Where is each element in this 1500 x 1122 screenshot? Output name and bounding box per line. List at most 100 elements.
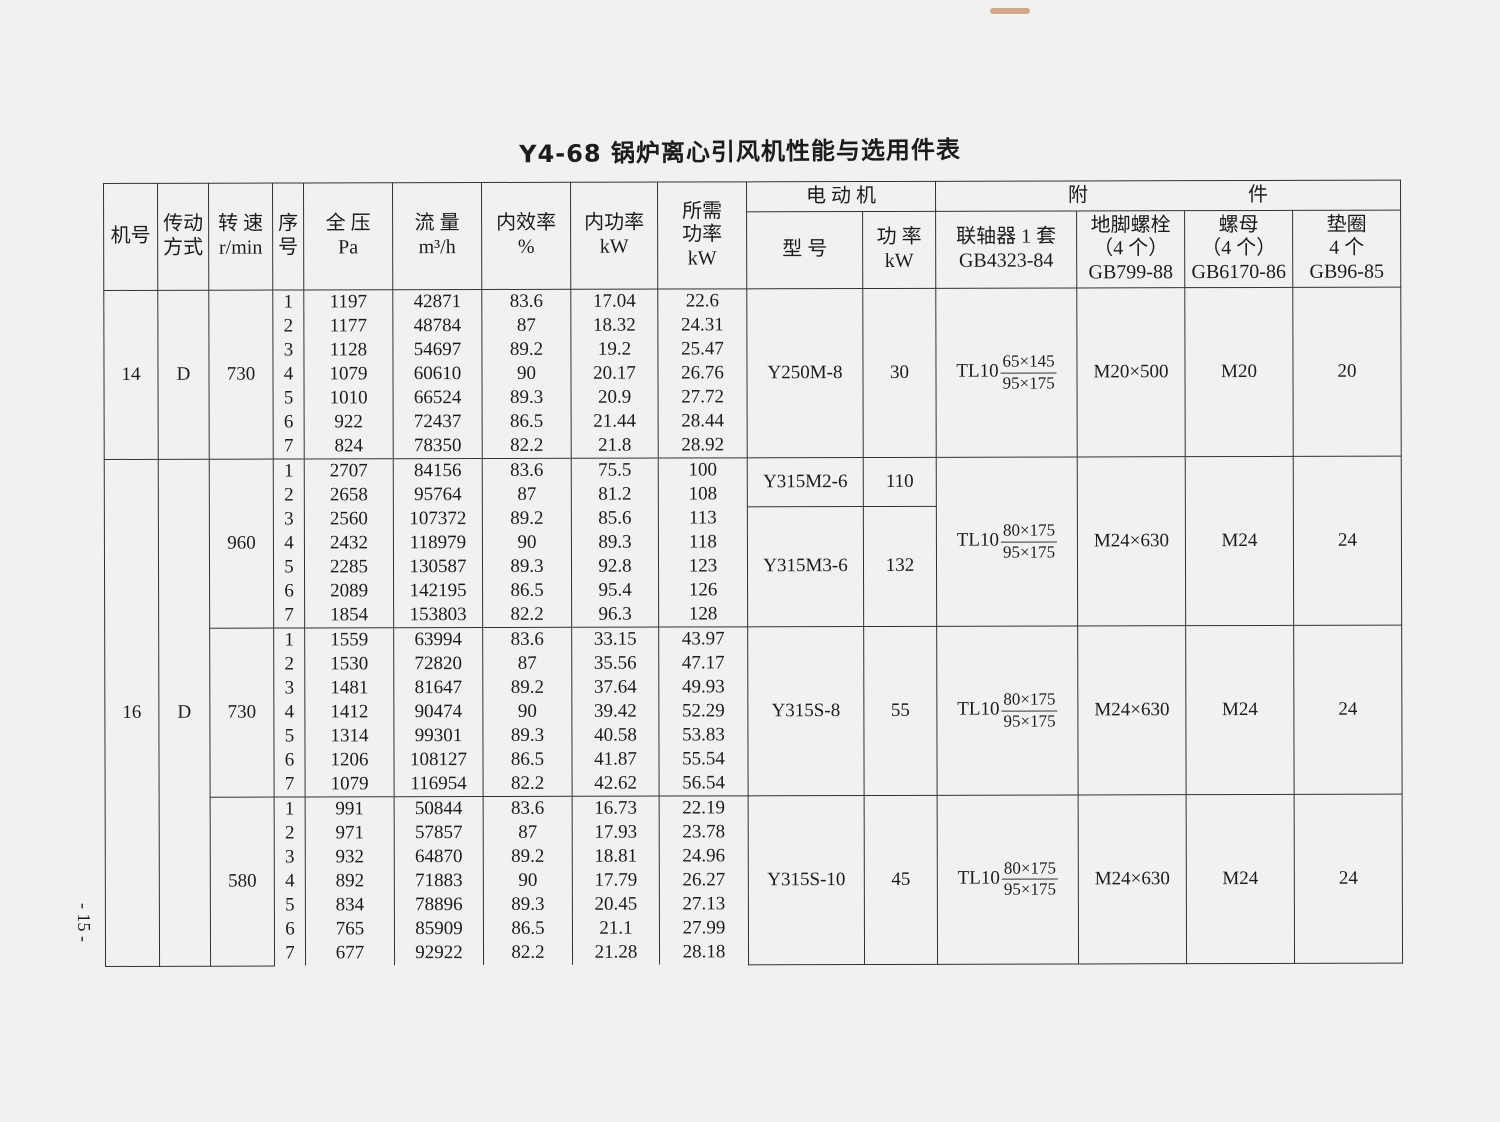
header-motor-model: 型 号 <box>746 211 863 289</box>
seq-cell: 3 <box>273 676 305 701</box>
flow-cell: 85909 <box>394 917 484 942</box>
flow-cell: 72820 <box>393 652 483 677</box>
pressure-cell: 2707 <box>304 458 394 484</box>
pressure-cell: 991 <box>305 796 395 822</box>
coupling-cell: TL10 80×175 95×175 <box>937 794 1079 964</box>
required-power-cell: 28.92 <box>658 433 748 459</box>
required-power-cell: 55.54 <box>658 747 749 772</box>
pressure-cell: 1079 <box>303 362 394 387</box>
pressure-cell: 1010 <box>304 386 394 411</box>
efficiency-cell: 83.6 <box>482 627 572 653</box>
required-power-cell: 25.47 <box>657 337 747 362</box>
seq-cell: 4 <box>273 531 305 556</box>
internal-power-cell: 85.6 <box>571 506 659 531</box>
efficiency-cell: 89.2 <box>482 506 572 532</box>
seq-cell: 5 <box>273 555 305 580</box>
flow-cell: 116954 <box>394 772 484 797</box>
fan-performance-table: 机号 传动 方式 转 速 r/min 序号 全 压 Pa 流 量 m³/h 内效率% 内… <box>103 180 1403 967</box>
pressure-cell: 1412 <box>304 700 394 725</box>
flow-cell: 54697 <box>392 338 482 363</box>
flow-cell: 99301 <box>393 724 483 749</box>
seq-cell: 1 <box>273 458 305 484</box>
coupling-prefix: TL10 <box>956 530 1000 552</box>
seq-cell: 5 <box>273 724 305 749</box>
coupling-size-fraction: 80×175 95×175 <box>1001 689 1058 731</box>
flow-cell: 50844 <box>394 796 484 822</box>
required-power-cell: 43.97 <box>658 626 748 652</box>
efficiency-cell: 87 <box>482 482 572 508</box>
internal-power-cell: 20.45 <box>572 892 660 917</box>
internal-power-cell: 96.3 <box>571 602 659 628</box>
pressure-cell: 824 <box>304 434 394 459</box>
flow-cell: 130587 <box>393 555 483 580</box>
pressure-cell: 2560 <box>304 507 394 532</box>
flow-cell: 142195 <box>393 579 483 604</box>
required-power-cell: 52.29 <box>658 699 748 724</box>
internal-power-cell: 37.64 <box>571 675 659 700</box>
anchor-bolt-cell: M24×630 <box>1077 625 1187 795</box>
flow-cell: 64870 <box>394 845 484 870</box>
pressure-cell: 834 <box>305 893 395 918</box>
washer-cell: 24 <box>1293 456 1402 626</box>
flow-cell: 92922 <box>394 941 484 966</box>
required-power-cell: 23.78 <box>659 820 749 845</box>
nut-cell: M20 <box>1184 287 1294 457</box>
required-power-cell: 113 <box>658 506 748 531</box>
speed-cell: 730 <box>209 628 275 798</box>
internal-power-cell: 40.58 <box>571 723 659 748</box>
internal-power-cell: 21.28 <box>572 940 660 965</box>
required-power-cell: 24.96 <box>659 844 749 869</box>
coupling-denominator: 95×175 <box>1003 879 1057 899</box>
table-title: Y4-68 锅炉离心引风机性能与选用件表 <box>518 135 962 169</box>
efficiency-cell: 82.2 <box>483 940 573 966</box>
flow-cell: 60610 <box>392 362 483 387</box>
seq-cell: 1 <box>272 289 304 315</box>
seq-cell: 4 <box>272 362 305 387</box>
seq-cell: 6 <box>273 410 305 435</box>
internal-power-cell: 20.17 <box>570 361 659 386</box>
seq-cell: 6 <box>273 748 306 773</box>
header-flow: 流 量 m³/h <box>392 182 482 290</box>
efficiency-cell: 86.5 <box>483 916 573 942</box>
pressure-cell: 1559 <box>304 627 394 653</box>
header-motor-group: 电 动 机 <box>746 181 936 212</box>
motor-power-cell: 110 <box>863 457 937 507</box>
motor-model-cell: Y315M3-6 <box>747 506 864 627</box>
efficiency-cell: 89.3 <box>482 723 572 749</box>
seq-cell: 7 <box>274 941 306 966</box>
coupling-numerator: 80×175 <box>1000 520 1058 543</box>
header-anchor-bolt: 地脚螺栓 （4 个） GB799-88 <box>1076 210 1185 288</box>
efficiency-cell: 89.2 <box>481 337 571 363</box>
paper-stain <box>990 8 1030 14</box>
seq-cell: 3 <box>274 845 306 870</box>
motor-model-cell: Y315S-8 <box>747 626 865 796</box>
seq-cell: 7 <box>273 434 305 460</box>
efficiency-cell: 83.6 <box>482 458 572 484</box>
flow-cell: 78350 <box>393 434 483 459</box>
seq-cell: 4 <box>274 869 306 894</box>
efficiency-cell: 83.6 <box>481 289 571 315</box>
coupling-cell: TL10 80×175 95×175 <box>936 625 1079 796</box>
flow-cell: 81647 <box>393 676 483 701</box>
pressure-cell: 1197 <box>303 289 393 315</box>
coupling-denominator: 95×175 <box>1003 711 1056 731</box>
speed-cell: 730 <box>208 290 274 460</box>
header-speed: 转 速 r/min <box>208 183 273 291</box>
table-row: 730 1 1559 63994 83.6 33.15 43.97 Y315S-8 55 TL10… <box>105 625 1403 798</box>
motor-model-cell: Y315M2-6 <box>747 457 864 507</box>
header-motor-power: 功 率 kW <box>862 211 936 289</box>
required-power-cell: 100 <box>658 457 748 483</box>
table-row: 14 D 730 1 1197 42871 83.6 17.04 22.6 Y250M-8 30 TL… <box>103 287 1402 460</box>
machine-no-cell: 16 <box>104 459 160 966</box>
flow-cell: 107372 <box>393 507 483 532</box>
coupling-numerator: 65×145 <box>1000 351 1057 374</box>
flow-cell: 42871 <box>392 289 482 315</box>
internal-power-cell: 18.32 <box>570 313 658 338</box>
motor-power-cell: 45 <box>864 795 938 965</box>
nut-cell: M24 <box>1185 456 1294 626</box>
anchor-bolt-cell: M20×500 <box>1076 287 1186 457</box>
motor-power-cell: 55 <box>863 626 938 796</box>
efficiency-cell: 86.5 <box>482 578 572 604</box>
efficiency-cell: 89.2 <box>483 844 573 870</box>
internal-power-cell: 17.93 <box>572 820 660 845</box>
